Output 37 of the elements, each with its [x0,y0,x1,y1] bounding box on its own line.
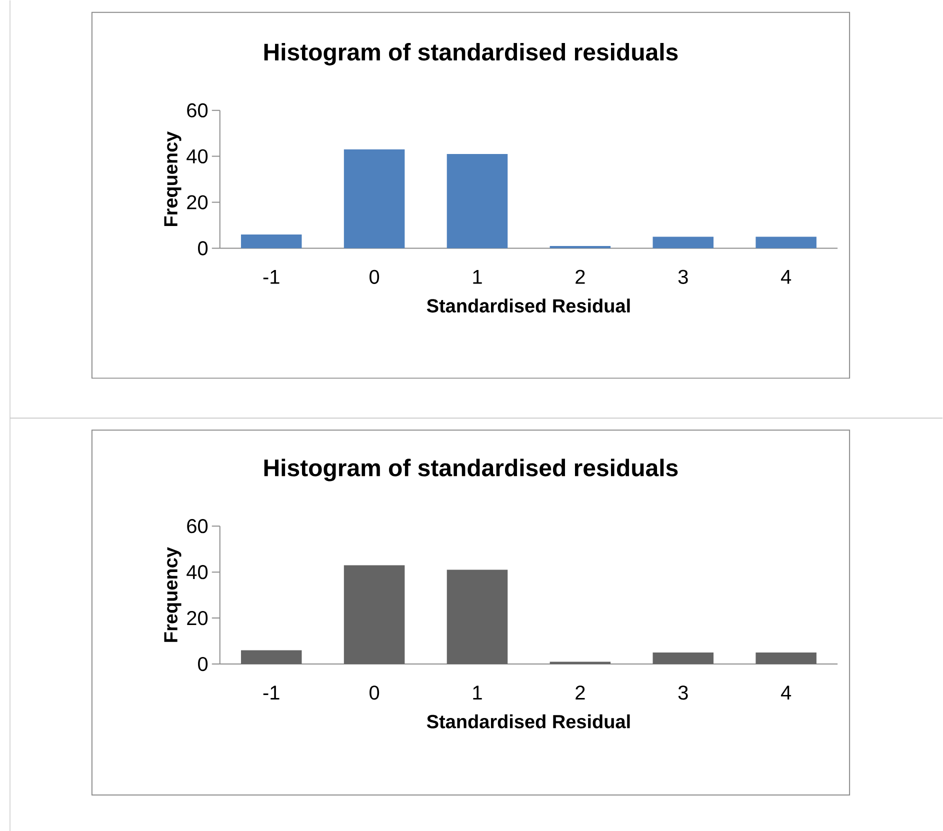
y-tick-label: 20 [187,195,208,210]
x-tick-label: 0 [370,270,380,284]
x-tick-label: 1 [473,686,482,700]
bar [446,570,508,664]
bar [550,246,611,248]
x-tick-label: 2 [576,685,585,700]
bar [756,236,816,248]
y-tick-label: 60 [187,103,208,118]
y-tick-label: 40 [186,564,208,579]
bar [240,650,302,664]
bar [344,565,405,664]
bar [652,236,714,248]
y-tick-label: 0 [198,656,208,671]
bar [240,234,302,248]
y-tick-label: 40 [186,149,208,164]
y-tick-label: 20 [187,610,208,625]
y-tick-label: 0 [198,241,208,256]
x-axis-title: Standardised Residual [426,714,630,728]
x-tick-label: 1 [473,270,482,284]
bar [344,149,405,248]
x-tick-label: 2 [576,270,585,284]
x-tick-label: 4 [780,686,792,700]
x-tick-label: 4 [780,270,792,284]
x-tick-label: -1 [263,686,280,700]
y-tick-label: 60 [187,518,208,534]
chart-title: Histogram of standardised residuals [264,458,678,482]
y-axis-title: Frequency [164,546,182,642]
x-tick-label: 3 [678,270,688,284]
x-tick-label: 3 [678,685,688,700]
bar [756,652,816,664]
x-tick-label: -1 [263,270,280,284]
chart-title: Histogram of standardised residuals [264,42,678,66]
bar [446,154,508,248]
x-tick-label: 0 [370,685,380,700]
x-axis-title: Standardised Residual [426,298,630,312]
y-axis-title: Frequency [164,131,182,226]
bar [652,652,714,664]
